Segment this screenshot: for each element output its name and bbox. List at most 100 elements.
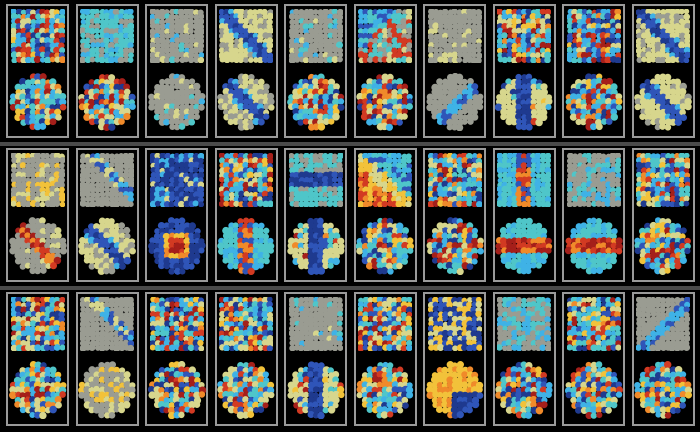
unit-dot xyxy=(198,391,205,398)
map-panel xyxy=(214,4,278,138)
unit-dot xyxy=(654,200,662,207)
unit-dot xyxy=(233,200,240,207)
unit-dot xyxy=(177,237,185,245)
unit-dot xyxy=(128,157,134,164)
unit-dot xyxy=(288,185,295,194)
unit-dot xyxy=(366,118,374,126)
map-panel xyxy=(631,4,695,138)
unit-dot xyxy=(127,153,134,160)
unit-dot xyxy=(54,18,61,25)
unit-dot xyxy=(366,88,373,96)
unit-dot xyxy=(18,77,26,86)
unit-dot xyxy=(10,163,17,169)
unit-dot xyxy=(405,180,412,188)
unit-dot xyxy=(182,161,190,169)
unit-dot xyxy=(113,166,121,174)
map-panel xyxy=(75,4,139,138)
unit-dot xyxy=(112,186,120,194)
unit-dot xyxy=(153,330,160,337)
unit-dot xyxy=(427,52,434,59)
unit-dot xyxy=(581,57,587,63)
unit-dot xyxy=(650,47,657,54)
unit-dot xyxy=(608,157,616,164)
unit-dot xyxy=(118,28,125,35)
unit-dot xyxy=(377,201,384,207)
unit-dot xyxy=(570,176,577,183)
unit-dot xyxy=(93,99,101,106)
unit-dot xyxy=(327,262,334,269)
unit-dot xyxy=(396,162,403,169)
unit-dot xyxy=(178,226,186,235)
unit-dot xyxy=(154,176,161,183)
unit-dot xyxy=(566,196,573,203)
unit-dot xyxy=(470,51,477,58)
unit-dot xyxy=(113,315,120,323)
unit-dot xyxy=(257,78,265,86)
unit-dot xyxy=(168,56,176,63)
unit-dot xyxy=(520,186,527,193)
unit-dot xyxy=(358,23,364,30)
unit-dot xyxy=(335,41,343,49)
unit-dot xyxy=(609,187,616,193)
unit-dot xyxy=(113,78,121,86)
unit-dot xyxy=(381,153,388,160)
unit-dot xyxy=(599,237,608,245)
unit-dot xyxy=(113,103,121,111)
unit-dot xyxy=(331,32,338,39)
unit-dot xyxy=(219,176,225,183)
unit-dot xyxy=(521,28,528,35)
unit-dot xyxy=(228,9,235,15)
unit-dot xyxy=(683,153,690,159)
unit-dot xyxy=(153,98,160,105)
unit-dot xyxy=(127,242,136,250)
unit-dot xyxy=(103,400,111,409)
unit-dot xyxy=(14,108,21,115)
unit-dot xyxy=(535,186,542,193)
unit-dot xyxy=(506,56,513,63)
unit-dot xyxy=(237,334,245,343)
circular-activity-map xyxy=(564,217,623,275)
unit-dot xyxy=(229,325,236,332)
unit-dot xyxy=(395,51,403,59)
unit-dot xyxy=(58,157,65,164)
unit-dot xyxy=(89,196,96,203)
unit-dot xyxy=(455,195,463,202)
unit-dot xyxy=(663,32,672,41)
unit-dot xyxy=(192,326,199,333)
unit-dot xyxy=(173,301,180,308)
unit-dot xyxy=(187,13,194,20)
square-activity-map xyxy=(427,153,482,207)
unit-dot xyxy=(580,23,588,31)
unit-dot xyxy=(168,177,175,184)
unit-dot xyxy=(673,201,681,207)
unit-dot xyxy=(99,167,106,174)
unit-dot xyxy=(24,56,32,63)
unit-dot xyxy=(325,18,333,25)
unit-dot xyxy=(43,344,50,351)
unit-dot xyxy=(678,190,686,198)
unit-dot xyxy=(24,242,32,249)
unit-dot xyxy=(117,157,125,165)
unit-dot xyxy=(441,52,448,59)
unit-dot xyxy=(43,334,51,342)
unit-dot xyxy=(58,93,66,100)
unit-dot xyxy=(169,37,176,44)
unit-dot xyxy=(163,315,170,323)
unit-dot xyxy=(53,13,61,21)
unit-dot xyxy=(372,201,379,207)
unit-dot xyxy=(476,103,483,111)
unit-dot xyxy=(94,325,101,332)
unit-dot xyxy=(173,242,181,250)
unit-dot xyxy=(293,14,300,20)
unit-dot xyxy=(321,83,329,91)
unit-dot xyxy=(53,157,60,164)
unit-dot xyxy=(376,196,384,204)
unit-dot xyxy=(437,27,444,34)
unit-dot xyxy=(39,401,47,409)
unit-dot xyxy=(386,242,394,249)
unit-dot xyxy=(566,23,572,29)
unit-dot xyxy=(387,268,394,275)
unit-dot xyxy=(53,9,60,16)
unit-dot xyxy=(219,37,226,44)
unit-dot xyxy=(88,376,95,383)
